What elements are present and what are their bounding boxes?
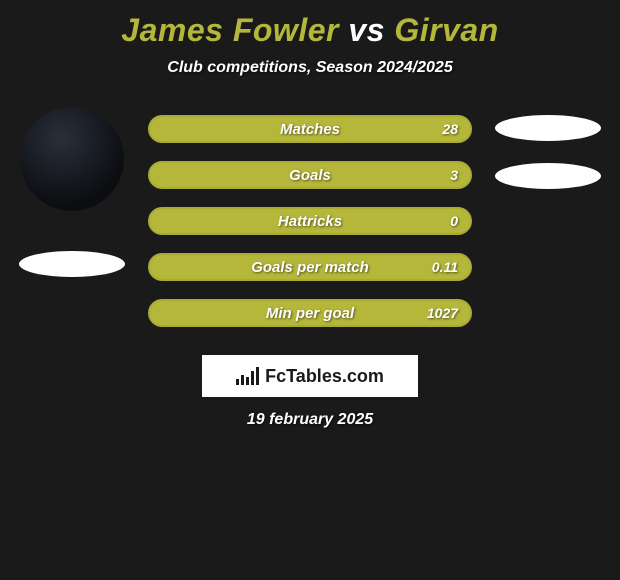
stat-value: 28 — [442, 121, 458, 137]
comparison-card: James Fowler vs Girvan Club competitions… — [0, 0, 620, 441]
stat-bar-hattricks: Hattricks 0 — [148, 207, 472, 235]
footer-logo-text: FcTables.com — [265, 366, 384, 387]
player2-badge-1 — [495, 115, 601, 141]
stat-label: Goals — [289, 167, 331, 184]
stat-label: Min per goal — [266, 305, 354, 322]
player2-badge-2 — [495, 163, 601, 189]
stat-label: Matches — [280, 121, 340, 138]
stat-label: Goals per match — [251, 259, 369, 276]
stat-value: 3 — [450, 167, 458, 183]
title-player2: Girvan — [394, 12, 498, 48]
stat-bar-matches: Matches 28 — [148, 115, 472, 143]
stat-value: 0 — [450, 213, 458, 229]
page-title: James Fowler vs Girvan — [8, 12, 612, 49]
stat-label: Hattricks — [278, 213, 342, 230]
avatar — [20, 107, 124, 211]
title-player1: James Fowler — [121, 12, 339, 48]
stat-value: 1027 — [427, 305, 458, 321]
player2-column — [492, 107, 604, 211]
player1-name-badge — [19, 251, 125, 277]
main-row: Matches 28 Goals 3 Hattricks 0 Goals per… — [8, 107, 612, 327]
footer-logo[interactable]: FcTables.com — [202, 355, 418, 397]
stat-bar-goals: Goals 3 — [148, 161, 472, 189]
subtitle: Club competitions, Season 2024/2025 — [8, 59, 612, 77]
stats-column: Matches 28 Goals 3 Hattricks 0 Goals per… — [148, 107, 472, 327]
player1-column — [16, 107, 128, 277]
chart-bars-icon — [236, 367, 259, 385]
stat-bar-goals-per-match: Goals per match 0.11 — [148, 253, 472, 281]
stat-bar-min-per-goal: Min per goal 1027 — [148, 299, 472, 327]
stat-value: 0.11 — [432, 259, 458, 275]
footer-date: 19 february 2025 — [8, 411, 612, 429]
title-vs: vs — [348, 12, 385, 48]
